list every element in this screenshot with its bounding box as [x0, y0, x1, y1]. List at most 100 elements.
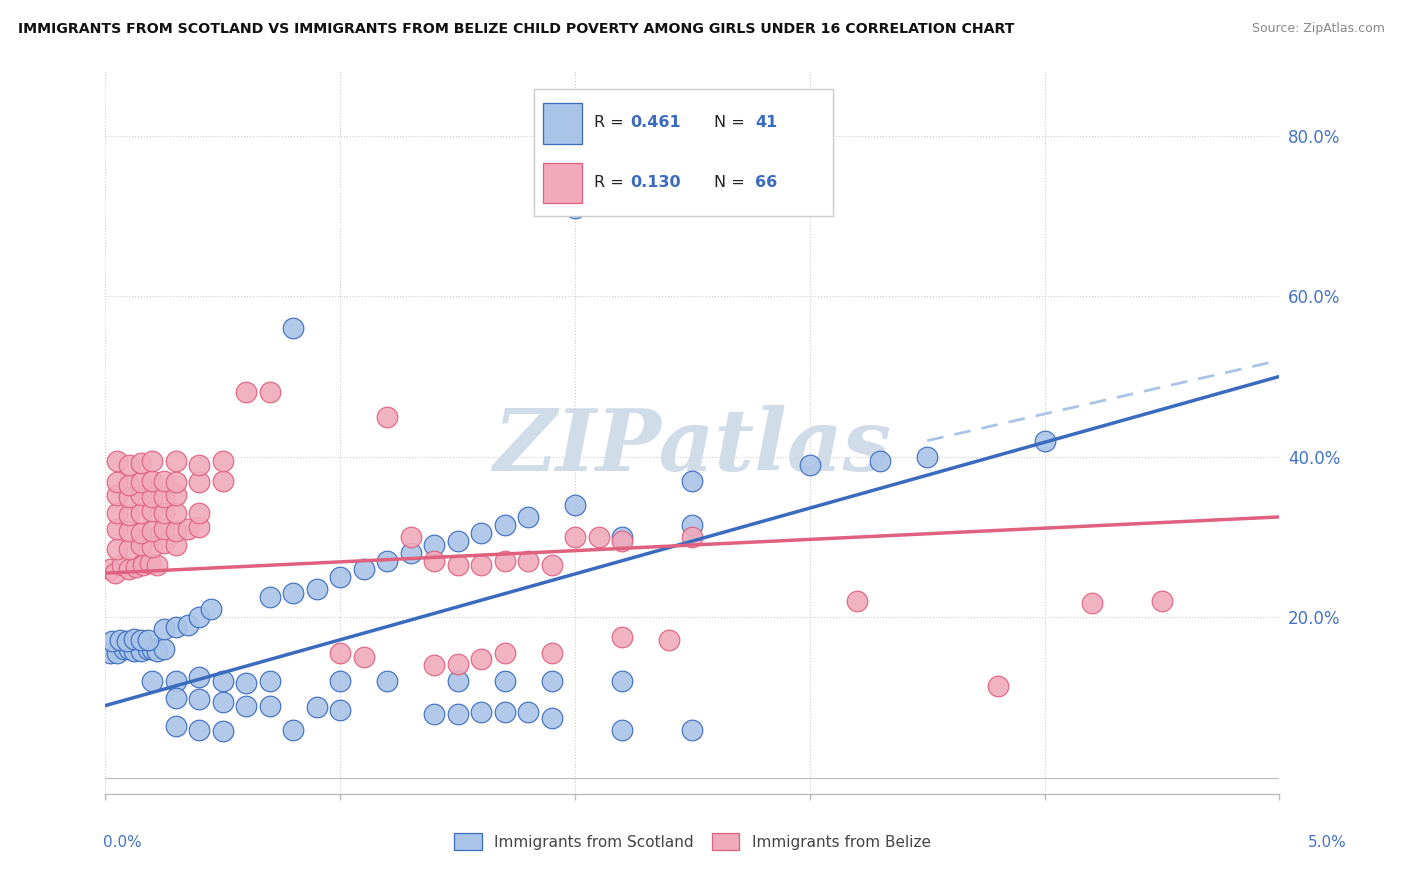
Point — [447, 674, 470, 689]
Point — [211, 724, 233, 739]
Point — [165, 524, 187, 538]
Text: IMMIGRANTS FROM SCOTLAND VS IMMIGRANTS FROM BELIZE CHILD POVERTY AMONG GIRLS UND: IMMIGRANTS FROM SCOTLAND VS IMMIGRANTS F… — [18, 22, 1015, 37]
Point — [105, 453, 128, 467]
Point — [329, 646, 352, 660]
Point — [283, 321, 305, 335]
Point — [188, 610, 211, 624]
Point — [165, 475, 187, 490]
Point — [564, 530, 586, 544]
Point — [494, 674, 516, 689]
Point — [353, 650, 375, 665]
Point — [105, 646, 128, 660]
Point — [259, 385, 281, 400]
Point — [470, 558, 492, 573]
Point — [494, 554, 516, 568]
Point — [682, 723, 704, 737]
Point — [494, 517, 516, 532]
Point — [283, 586, 305, 600]
Point — [118, 541, 141, 557]
Point — [540, 646, 562, 660]
Point — [540, 710, 562, 724]
Point — [141, 674, 163, 689]
Point — [129, 526, 152, 541]
Point — [540, 558, 562, 573]
Point — [101, 634, 124, 648]
Point — [682, 517, 704, 532]
Point — [125, 560, 148, 574]
Point — [305, 700, 328, 714]
Point — [517, 554, 540, 568]
Text: ZIPatlas: ZIPatlas — [494, 405, 891, 489]
Point — [118, 490, 141, 504]
Point — [165, 488, 187, 502]
Point — [682, 530, 704, 544]
Point — [235, 385, 257, 400]
Point — [141, 490, 163, 504]
Point — [122, 632, 145, 646]
Point — [188, 671, 211, 685]
Text: 5.0%: 5.0% — [1308, 836, 1347, 850]
Point — [118, 642, 141, 657]
Point — [188, 723, 211, 737]
Point — [329, 703, 352, 717]
Point — [305, 582, 328, 596]
Point — [399, 530, 422, 544]
Point — [153, 474, 176, 488]
Point — [1033, 434, 1056, 448]
Point — [423, 554, 446, 568]
Point — [610, 630, 633, 644]
Point — [188, 520, 211, 534]
Point — [153, 536, 176, 550]
Point — [211, 674, 233, 689]
Point — [494, 646, 516, 660]
Point — [375, 674, 398, 689]
Point — [470, 526, 492, 541]
Point — [141, 524, 163, 538]
Point — [111, 558, 134, 573]
Point — [153, 642, 176, 657]
Point — [118, 562, 141, 576]
Point — [98, 646, 121, 660]
Point — [129, 632, 152, 647]
Point — [129, 456, 152, 470]
Point — [165, 690, 187, 705]
Point — [1150, 594, 1173, 608]
Point — [564, 201, 586, 215]
Point — [118, 458, 141, 472]
Point — [259, 674, 281, 689]
Point — [610, 533, 633, 548]
Point — [118, 478, 141, 492]
Point — [129, 488, 152, 502]
Point — [517, 705, 540, 719]
Point — [129, 644, 152, 658]
Legend: Immigrants from Scotland, Immigrants from Belize: Immigrants from Scotland, Immigrants fro… — [450, 828, 935, 855]
Point — [235, 698, 257, 713]
Point — [165, 453, 187, 467]
Point — [188, 506, 211, 520]
Point — [165, 506, 187, 520]
Point — [129, 538, 152, 552]
Point — [104, 566, 127, 581]
Point — [259, 698, 281, 713]
Point — [517, 510, 540, 524]
Point — [564, 498, 586, 512]
Point — [470, 652, 492, 666]
Point — [610, 530, 633, 544]
Point — [399, 546, 422, 560]
Point — [176, 618, 198, 632]
Point — [375, 554, 398, 568]
Point — [129, 475, 152, 490]
Point — [141, 504, 163, 518]
Point — [211, 694, 233, 708]
Point — [470, 705, 492, 719]
Point — [112, 642, 135, 657]
Point — [188, 475, 211, 490]
Point — [200, 602, 222, 616]
Point — [447, 558, 470, 573]
Point — [146, 644, 169, 658]
Point — [141, 540, 163, 554]
Point — [211, 453, 233, 467]
Point — [869, 453, 891, 467]
Point — [141, 453, 163, 467]
Point — [845, 594, 868, 608]
